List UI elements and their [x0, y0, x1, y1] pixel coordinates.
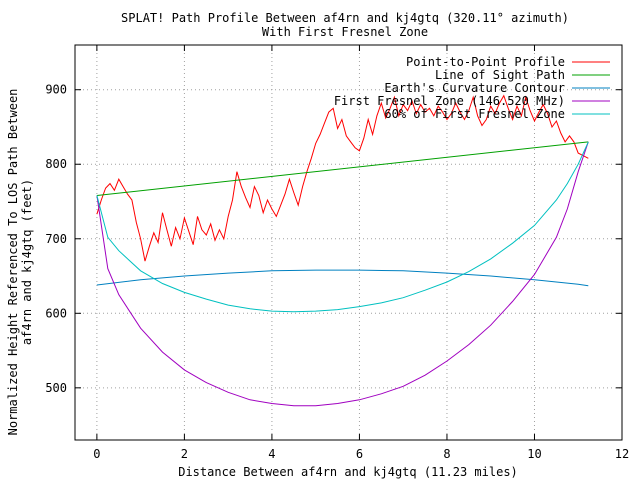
- x-axis-label: Distance Between af4rn and kj4gtq (11.23…: [178, 465, 518, 479]
- chart-title: SPLAT! Path Profile Between af4rn and kj…: [121, 11, 569, 25]
- series-line-line-of-sight-path: [96, 141, 589, 196]
- x-tick-label: 12: [615, 447, 629, 461]
- x-tick-label: 0: [93, 447, 100, 461]
- x-tick-label: 2: [181, 447, 188, 461]
- x-tick-label: 8: [443, 447, 450, 461]
- y-tick-label: 800: [45, 157, 67, 171]
- y-tick-label: 500: [45, 381, 67, 395]
- legend-entry-label: First Fresnel Zone (146.520 MHz): [334, 94, 565, 108]
- legend-entry-label: Earth's Curvature Contour: [384, 81, 565, 95]
- x-tick-label: 6: [356, 447, 363, 461]
- series-line-earth-s-curvature-contour: [96, 269, 589, 287]
- series-line-60-of-first-fresnel-zone: [96, 141, 589, 313]
- axis-ticks: 0 2 4 6 8 10 12 500 600 700 800 900: [45, 45, 629, 461]
- y-tick-label: 900: [45, 83, 67, 97]
- legend-entry-label: Point-to-Point Profile: [406, 55, 565, 69]
- x-tick-label: 4: [268, 447, 275, 461]
- chart-subtitle: With First Fresnel Zone: [262, 25, 428, 39]
- legend-entry-label: Line of Sight Path: [435, 68, 565, 82]
- y-tick-label: 700: [45, 232, 67, 246]
- series-line-point-to-point-profile: [96, 94, 589, 262]
- series-line-first-fresnel-zone-146-520-mhz: [96, 141, 589, 407]
- x-tick-label: 10: [527, 447, 541, 461]
- legend-entry-label: 60% of First Fresnel Zone: [384, 107, 565, 121]
- y-tick-label: 600: [45, 306, 67, 320]
- series-lines: [96, 94, 589, 407]
- y-axis-label-line2: af4rn and kj4gtq (feet): [20, 179, 34, 345]
- y-axis-label-line1: Normalized Height Referenced To LOS Path…: [6, 89, 20, 436]
- plot-frame: [74, 44, 623, 441]
